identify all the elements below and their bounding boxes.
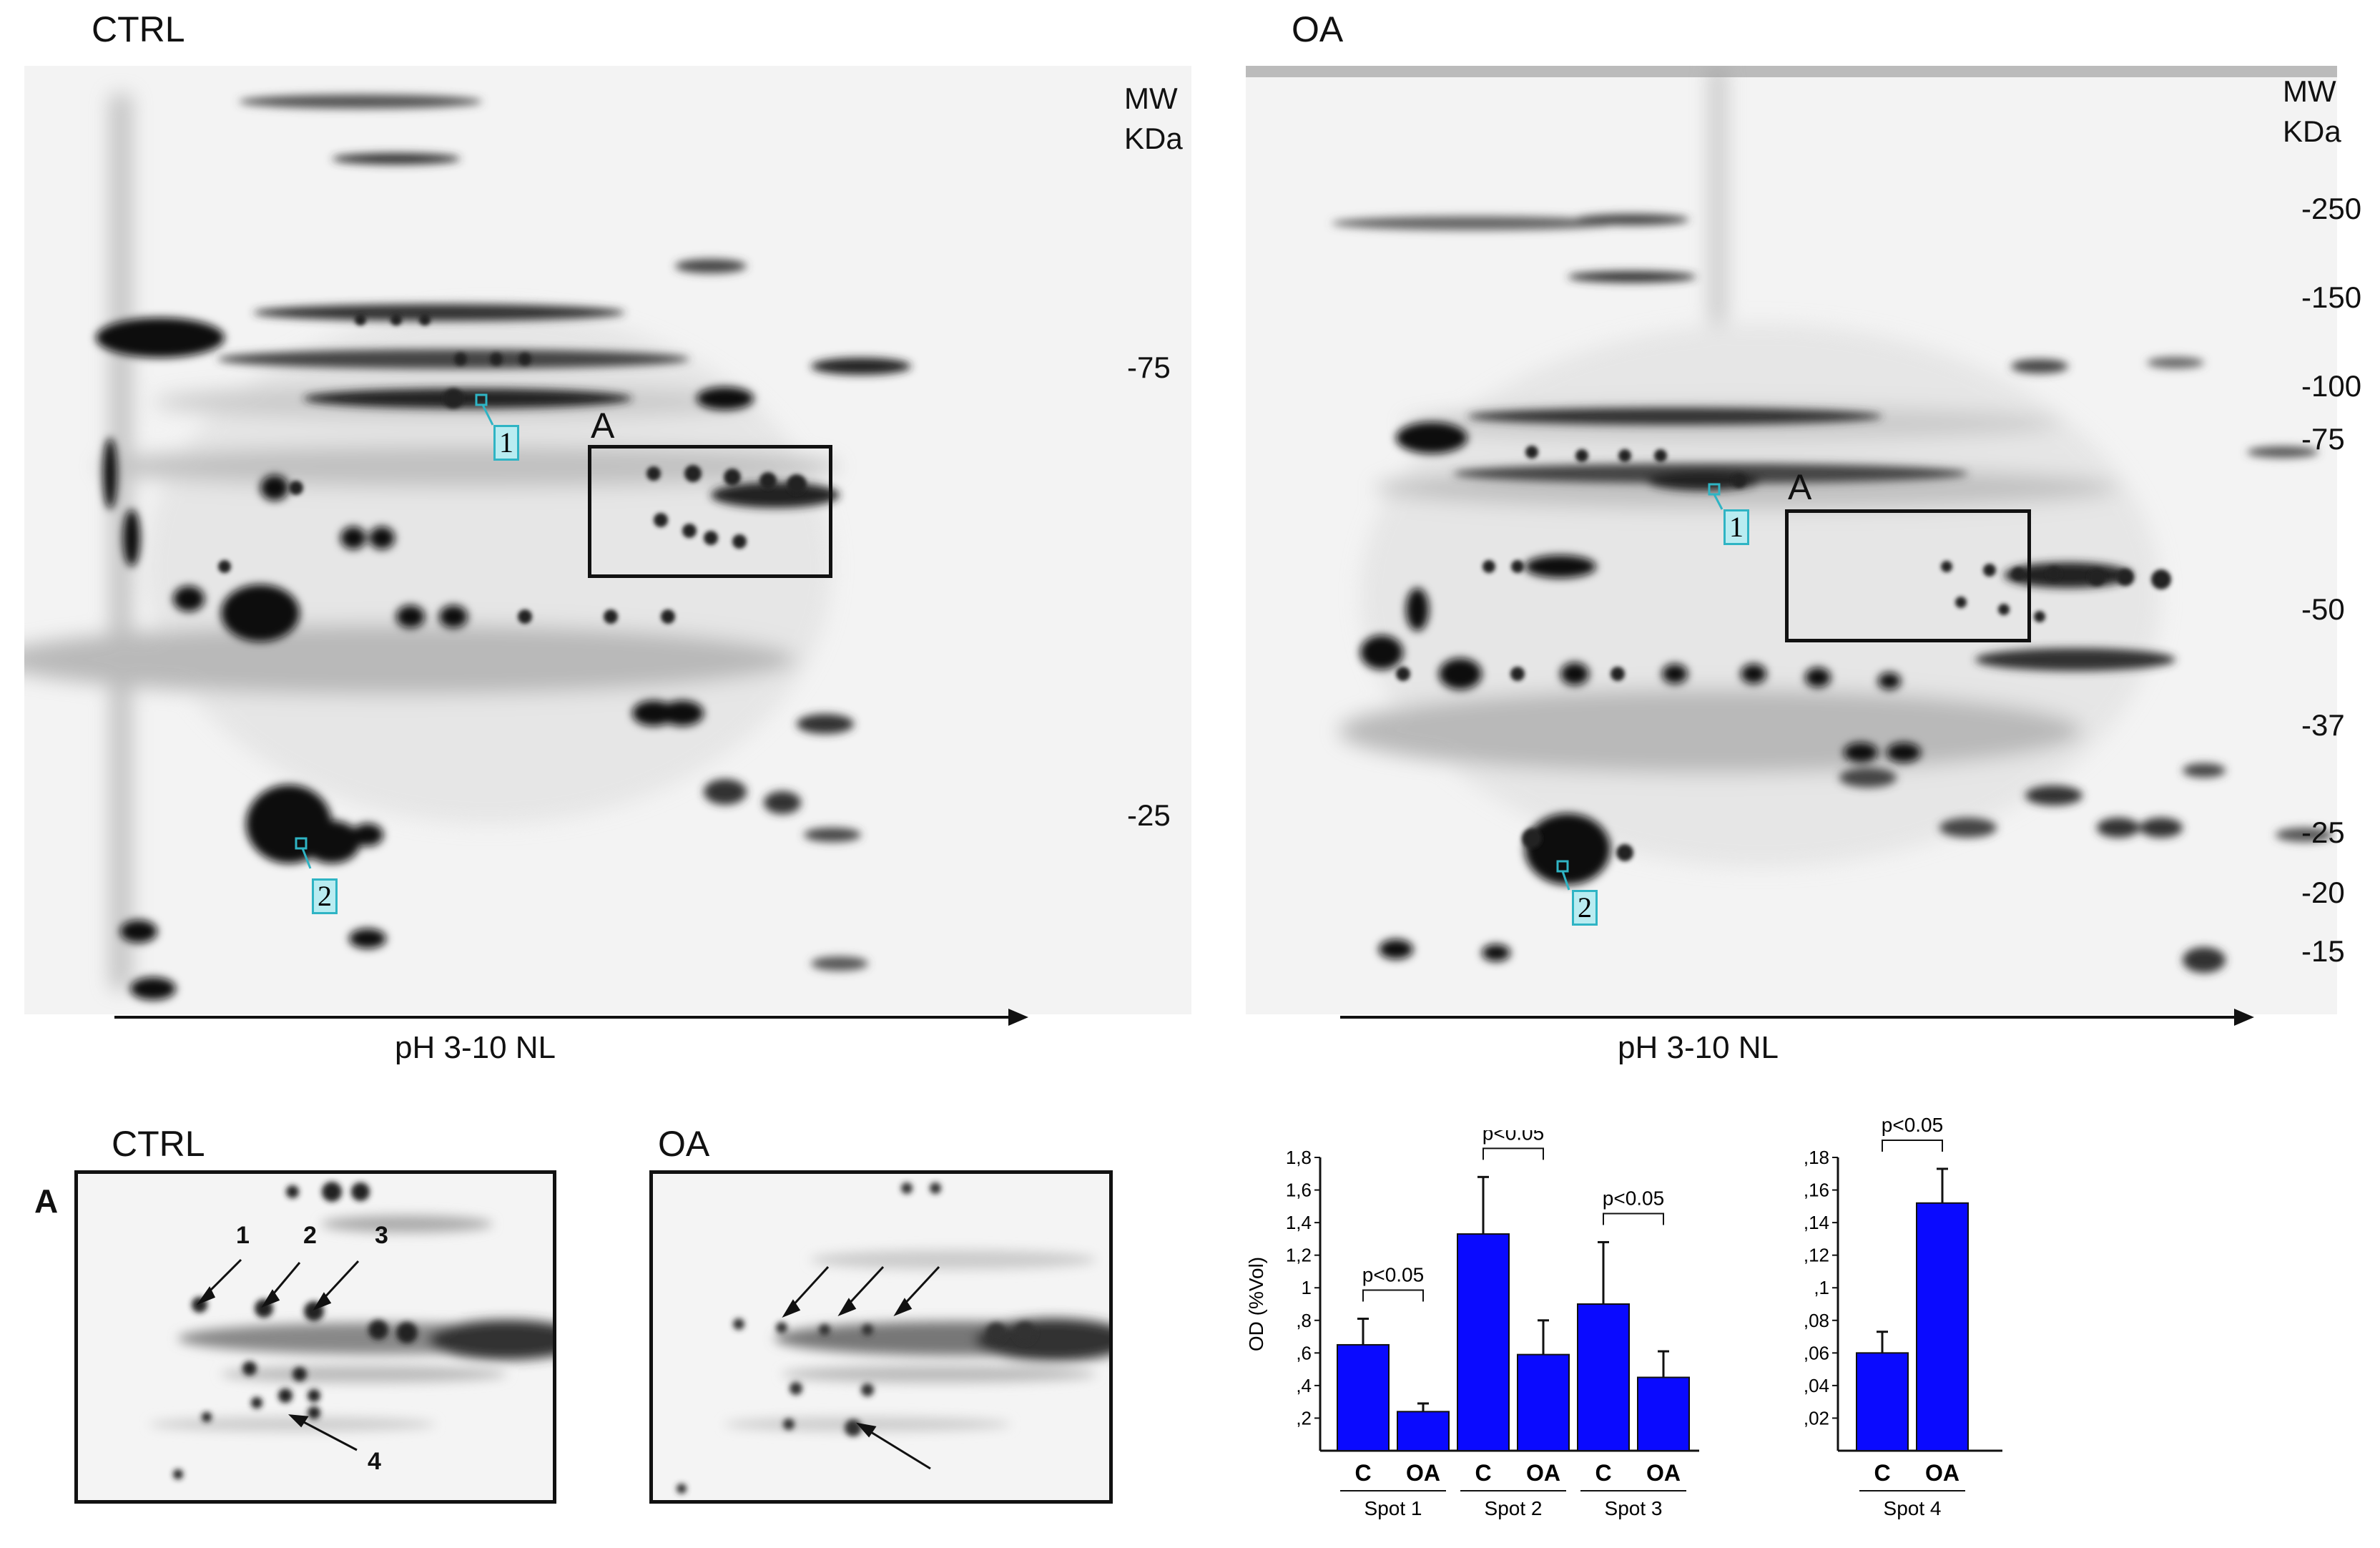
bar: [1856, 1352, 1909, 1452]
y-tick-label: ,1: [1814, 1277, 1829, 1298]
oa-spot-label-2: 2: [1572, 890, 1598, 926]
zoom-ctrl-title: CTRL: [112, 1124, 205, 1164]
ctrl-spot-label-1: 1: [493, 425, 519, 461]
oa-spot-label-1: 1: [1723, 509, 1749, 545]
oa-mw-tick: -75: [2301, 422, 2345, 456]
oa-mw-tick: -250: [2301, 192, 2362, 225]
significance-bracket: [1482, 1147, 1544, 1160]
mw-line2: KDa: [2283, 114, 2341, 148]
oa-mw-tick: -37: [2301, 708, 2345, 742]
bar-chart-spot-4: ,02 ,04 ,06 ,08 ,1 ,12 ,14 ,16 ,18 C OA Spot 4 p<0.0…: [1774, 1116, 2017, 1545]
bar: [1637, 1376, 1690, 1451]
y-tick-label: ,14: [1804, 1212, 1829, 1233]
y-tick-label: 1,8: [1286, 1147, 1312, 1168]
arrow-number-4: 4: [368, 1448, 381, 1475]
bar: [1337, 1343, 1390, 1452]
bar: [1517, 1353, 1570, 1451]
arrow-number-1: 1: [236, 1222, 250, 1249]
mw-line2: KDa: [1124, 122, 1183, 155]
ctrl-ph-axis-arrow: [114, 1009, 1028, 1026]
oa-mw-tick: -20: [2301, 876, 2345, 909]
ctrl-gel-title: CTRL: [92, 9, 185, 49]
ctrl-mw-tick: -75: [1127, 351, 1171, 384]
bar: [1577, 1303, 1630, 1451]
ctrl-region-a-letter: A: [591, 406, 615, 446]
category-label: C: [1595, 1460, 1611, 1486]
ctrl-mw-tick: -25: [1127, 798, 1171, 832]
category-label: OA: [1406, 1460, 1440, 1486]
y-tick-label: ,18: [1804, 1147, 1829, 1168]
y-tick-label: 1,6: [1286, 1180, 1312, 1201]
y-tick-label: ,8: [1296, 1310, 1312, 1331]
category-label: OA: [1646, 1460, 1681, 1486]
arrow-number-3: 3: [375, 1222, 388, 1249]
bar: [1397, 1411, 1450, 1452]
zoom-ctrl-image: [74, 1170, 556, 1504]
category-label: C: [1874, 1460, 1890, 1486]
y-tick-label: 1,2: [1286, 1245, 1312, 1266]
oa-mw-tick: -25: [2301, 815, 2345, 849]
y-tick-label: ,06: [1804, 1342, 1829, 1363]
category-label: OA: [1526, 1460, 1560, 1486]
oa-mw-tick: -15: [2301, 934, 2345, 968]
zoom-oa-title: OA: [658, 1124, 710, 1164]
y-tick-label: ,12: [1804, 1245, 1829, 1266]
group-label: Spot 3: [1605, 1497, 1663, 1519]
mw-line1: MW: [1124, 82, 1178, 115]
ctrl-2d-gel-image: [24, 66, 1191, 1014]
y-tick-label: ,04: [1804, 1375, 1829, 1396]
oa-gel-title: OA: [1292, 9, 1344, 49]
oa-region-a-letter: A: [1788, 467, 1812, 507]
zoom-oa-image: [649, 1170, 1113, 1504]
ctrl-region-a-box: [588, 445, 832, 578]
oa-mw-tick: -100: [2301, 369, 2362, 403]
y-tick-label: ,2: [1296, 1407, 1312, 1429]
y-tick-label: 1,4: [1286, 1212, 1312, 1233]
significance-bracket: [1362, 1289, 1424, 1302]
oa-mw-tick: -150: [2301, 280, 2362, 314]
y-tick-label: ,16: [1804, 1180, 1829, 1201]
ctrl-spot-label-2: 2: [312, 878, 338, 914]
ctrl-ph-label: pH 3-10 NL: [395, 1030, 556, 1065]
y-tick-label: ,08: [1804, 1310, 1829, 1331]
oa-region-a-box: [1785, 509, 2031, 642]
oa-ph-axis-arrow: [1340, 1009, 2254, 1026]
oa-ph-label: pH 3-10 NL: [1618, 1030, 1779, 1065]
significance-label: p<0.05: [1362, 1264, 1424, 1286]
y-tick-label: 1: [1302, 1277, 1312, 1298]
significance-bracket: [1882, 1139, 1943, 1152]
significance-label: p<0.05: [1882, 1116, 1943, 1136]
bar: [1916, 1202, 1969, 1452]
mw-line1: MW: [2283, 74, 2336, 108]
significance-label: p<0.05: [1603, 1187, 1664, 1209]
oa-mw-label: MW KDa: [2283, 72, 2341, 152]
group-label: Spot 2: [1485, 1497, 1543, 1519]
category-label: C: [1475, 1460, 1491, 1486]
chart-1-svg: ,2 ,4 ,6 ,8 1 1,2 1,4 1,6 1,8 OD (%Vol) C OA C OA C OA S…: [1245, 1130, 1699, 1519]
y-tick-label: ,4: [1296, 1375, 1312, 1396]
significance-bracket: [1603, 1213, 1664, 1225]
group-label: Spot 4: [1884, 1497, 1942, 1519]
y-axis-label: OD (%Vol): [1245, 1257, 1267, 1351]
arrow-number-2: 2: [303, 1222, 317, 1249]
bar: [1457, 1233, 1510, 1452]
y-tick-label: ,6: [1296, 1342, 1312, 1363]
group-label: Spot 1: [1364, 1497, 1422, 1519]
significance-label: p<0.05: [1482, 1130, 1544, 1144]
category-label: C: [1354, 1460, 1371, 1486]
y-tick-label: ,02: [1804, 1407, 1829, 1429]
panel-letter-a: A: [34, 1182, 59, 1220]
oa-mw-tick: -50: [2301, 592, 2345, 626]
ctrl-mw-label: MW KDa: [1124, 79, 1183, 159]
oa-2d-gel-image: [1246, 66, 2337, 1014]
category-label: OA: [1925, 1460, 1959, 1486]
chart-2-svg: ,02 ,04 ,06 ,08 ,1 ,12 ,14 ,16 ,18 C OA Spot 4 p<0.0…: [1804, 1116, 2002, 1519]
bar-chart-spots-1-3: ,2 ,4 ,6 ,8 1 1,2 1,4 1,6 1,8 OD (%Vol) C OA C OA C OA S…: [1230, 1130, 1716, 1545]
